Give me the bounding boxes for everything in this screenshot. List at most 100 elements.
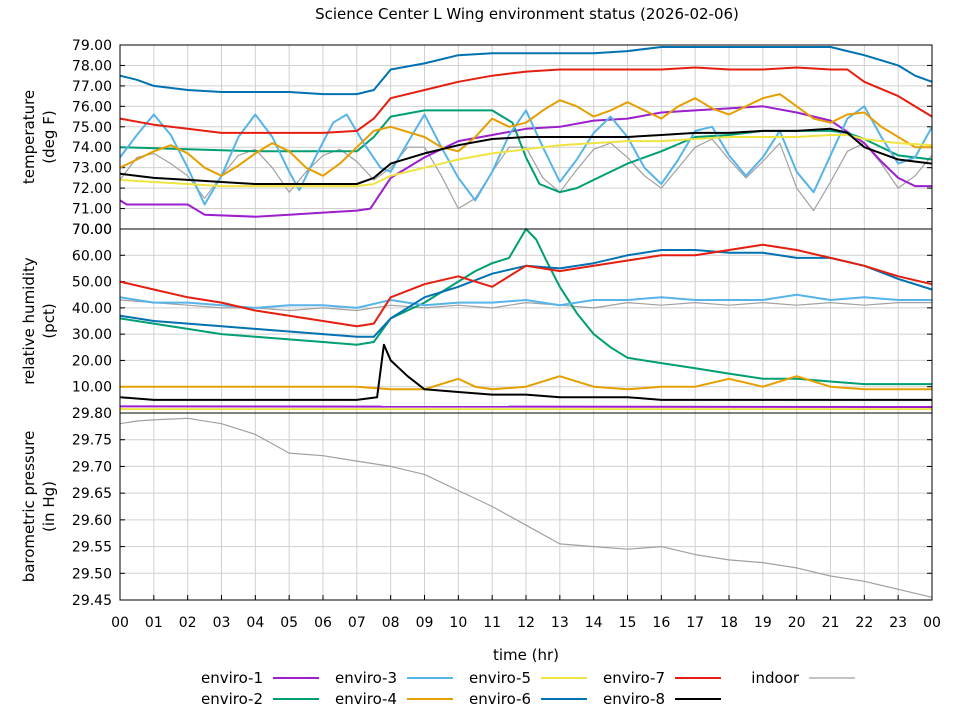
legend-label: enviro-5: [469, 669, 531, 687]
series-line-enviro-8-panel-1: [119, 127, 933, 185]
x-tick-label: 12: [517, 615, 535, 631]
legend-item-enviro-5: enviro-5: [469, 669, 587, 687]
y-axis-label: relative humidity (pct): [20, 257, 58, 385]
chart-panels: 70.00 71.00 72.00 73.00 74.00 75.00 76.00 77.00…: [20, 38, 933, 609]
legend: enviro-1 enviro-2 enviro-3 enviro-4 enviro-5…: [201, 669, 855, 708]
series-line-enviro-4-panel-1: [119, 93, 932, 177]
legend-label: enviro-2: [201, 690, 263, 708]
series-line-enviro-6-panel-1: [119, 46, 933, 96]
y-tick-label: 40.00: [72, 301, 112, 317]
y-axis-label-line: relative humidity: [20, 257, 38, 385]
legend-item-enviro-3: enviro-3: [335, 669, 453, 687]
y-tick-label: 20.00: [72, 353, 112, 369]
legend-item-enviro-6: enviro-6: [469, 690, 587, 708]
legend-item-enviro-1: enviro-1: [201, 669, 319, 687]
y-axis-label: temperature (deg F): [20, 90, 58, 184]
x-tick-label: 00: [111, 615, 129, 631]
x-tick-label: 19: [754, 615, 772, 631]
legend-item-enviro-8: enviro-8: [603, 690, 721, 708]
x-tick-label: 05: [280, 615, 298, 631]
x-tick-label: 15: [619, 615, 637, 631]
x-tick-label: 11: [483, 615, 501, 631]
x-tick-label: 14: [585, 615, 603, 631]
series-line-enviro-5-panel-1: [119, 134, 933, 188]
y-tick-label: 60.00: [72, 248, 112, 264]
series-line-enviro-3-panel-1: [119, 105, 933, 206]
y-tick-label: 70.00: [72, 222, 112, 238]
x-tick-label: 21: [822, 615, 840, 631]
x-tick-label: 01: [145, 615, 163, 631]
y-tick-label: 74.00: [72, 140, 112, 156]
y-tick-label: 29.80: [72, 406, 112, 422]
series-line-enviro-2-panel-2: [119, 228, 932, 386]
y-tick-label: 29.65: [72, 486, 112, 502]
series-line-enviro-6-panel-2: [119, 249, 933, 338]
y-axis-label-line: barometric pressure: [20, 431, 38, 583]
legend-label: enviro-7: [603, 669, 665, 687]
series-line-enviro-8-panel-2: [119, 343, 932, 401]
y-tick-label: 29.60: [72, 513, 112, 529]
legend-item-enviro-2: enviro-2: [201, 690, 319, 708]
series-line-enviro-4-panel-2: [120, 375, 932, 391]
panel-2: 10.00 20.00 30.00 40.00 50.00 60.00 70.00 relat…: [20, 222, 933, 414]
y-tick-label: 77.00: [72, 79, 112, 95]
y-tick-label: 29.70: [72, 459, 112, 475]
y-tick-label: 50.00: [72, 275, 112, 291]
y-tick-label: 29.55: [72, 540, 112, 556]
x-tick-label: 16: [652, 615, 670, 631]
panel-3: 29.45 29.50 29.55 29.60 29.65 29.70 29.75 29.80…: [20, 406, 933, 609]
y-tick-label: 29.50: [72, 566, 112, 582]
y-tick-label: 75.00: [72, 120, 112, 136]
legend-item-enviro-4: enviro-4: [335, 690, 453, 708]
y-axis-label-line: (in Hg): [40, 481, 58, 532]
y-tick-label: 78.00: [72, 58, 112, 74]
y-tick-label: 71.00: [72, 202, 112, 218]
x-tick-label: 00: [923, 615, 941, 631]
y-axis-label-line: (pct): [40, 303, 58, 338]
series-line-enviro-1-panel-1: [119, 105, 932, 218]
series-line-indoor-panel-1: [119, 138, 933, 212]
x-tick-label: 09: [416, 615, 434, 631]
series-line-enviro-3-panel-2: [119, 293, 932, 309]
legend-label: enviro-1: [201, 669, 263, 687]
y-axis-label-line: (deg F): [40, 110, 58, 163]
series-line-enviro-2-panel-1: [119, 109, 933, 194]
legend-label: enviro-3: [335, 669, 397, 687]
y-tick-label: 29.45: [72, 593, 112, 609]
x-tick-label: 13: [551, 615, 569, 631]
x-tick-label: 23: [889, 615, 907, 631]
x-tick-label: 07: [348, 615, 366, 631]
legend-item-indoor: indoor: [751, 669, 855, 687]
x-tick-label: 10: [449, 615, 467, 631]
series-line-enviro-1-panel-2: [119, 405, 933, 408]
y-axis-label-line: temperature: [20, 90, 38, 184]
x-tick-label: 02: [179, 615, 197, 631]
series-line-enviro-7-panel-2: [119, 243, 933, 328]
y-tick-label: 73.00: [72, 161, 112, 177]
legend-label: enviro-6: [469, 690, 531, 708]
legend-label: enviro-4: [335, 690, 397, 708]
series-line-indoor-panel-3: [119, 417, 933, 598]
y-tick-label: 72.00: [72, 181, 112, 197]
y-tick-label: 29.75: [72, 433, 112, 449]
x-axis-ticks: 00 01 02 03 04 05 06 07 08 09 10 11 12 13 14 15 16 17 18 19…: [111, 595, 941, 631]
legend-label: enviro-8: [603, 690, 665, 708]
y-tick-label: 70.00: [72, 222, 112, 238]
y-tick-label: 10.00: [72, 380, 112, 396]
x-tick-label: 20: [788, 615, 806, 631]
x-tick-label: 18: [720, 615, 738, 631]
x-tick-label: 04: [246, 615, 264, 631]
y-axis-label: barometric pressure (in Hg): [20, 431, 58, 583]
legend-label: indoor: [751, 669, 800, 687]
x-tick-label: 03: [213, 615, 231, 631]
y-tick-label: 76.00: [72, 99, 112, 115]
x-tick-label: 06: [314, 615, 332, 631]
x-tick-label: 08: [382, 615, 400, 631]
chart-title: Science Center L Wing environment status…: [315, 5, 739, 23]
x-tick-label: 22: [855, 615, 873, 631]
x-tick-label: 17: [686, 615, 704, 631]
x-axis-label: time (hr): [493, 646, 559, 664]
legend-item-enviro-7: enviro-7: [603, 669, 721, 687]
